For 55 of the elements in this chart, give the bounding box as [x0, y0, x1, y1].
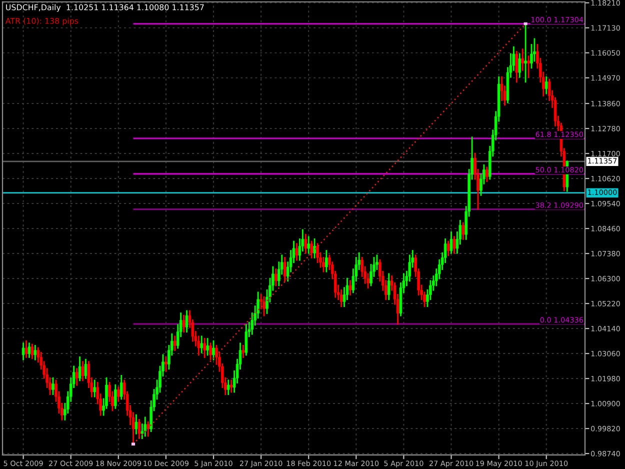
candlestick	[322, 256, 325, 272]
candlestick	[527, 56, 530, 78]
candlestick	[242, 344, 245, 358]
candlestick	[164, 356, 168, 372]
candlestick	[75, 368, 78, 386]
candlestick	[209, 342, 212, 360]
candlestick	[450, 232, 453, 254]
candlestick	[212, 340, 215, 360]
candlestick	[544, 76, 548, 94]
candlestick	[134, 414, 138, 434]
candlestick	[446, 240, 450, 256]
candlestick	[518, 53, 522, 78]
candlestick	[93, 380, 96, 398]
candlestick	[307, 236, 310, 254]
candlestick	[182, 314, 186, 332]
candlestick	[81, 361, 84, 382]
candlestick	[313, 238, 316, 258]
candlestick	[325, 250, 328, 272]
candlestick	[144, 416, 147, 437]
candlestick	[34, 344, 37, 360]
candlestick	[340, 289, 343, 307]
candlestick	[138, 419, 141, 439]
candlestick	[230, 380, 233, 393]
candlestick	[22, 342, 25, 360]
candlestick	[84, 358, 88, 379]
candlestick	[316, 243, 319, 264]
candlestick	[515, 50, 518, 82]
candlestick	[117, 386, 120, 402]
candlestick	[452, 236, 456, 254]
candlestick	[28, 342, 31, 358]
candlestick	[200, 336, 204, 354]
candlestick	[52, 377, 54, 395]
candlestick	[78, 356, 82, 382]
candlestick	[295, 243, 298, 261]
candlestick	[146, 421, 150, 437]
candlestick	[114, 384, 117, 409]
candlestick	[521, 48, 524, 71]
candlestick	[274, 268, 278, 286]
candlestick	[462, 222, 465, 240]
candlestick	[348, 280, 352, 296]
candlestick	[262, 296, 266, 316]
candlestick	[283, 256, 286, 282]
candlestick	[310, 240, 313, 258]
candlestick	[226, 380, 230, 395]
candlestick	[387, 273, 390, 300]
candlestick	[304, 234, 308, 254]
candlestick	[30, 344, 34, 360]
candlestick	[120, 375, 123, 400]
candlestick	[185, 310, 188, 332]
candlestick	[203, 338, 206, 358]
candlestick	[244, 324, 248, 356]
candlestick	[486, 166, 488, 182]
candlestick	[24, 340, 28, 358]
candlestick	[206, 338, 209, 356]
candlestick	[173, 336, 176, 351]
